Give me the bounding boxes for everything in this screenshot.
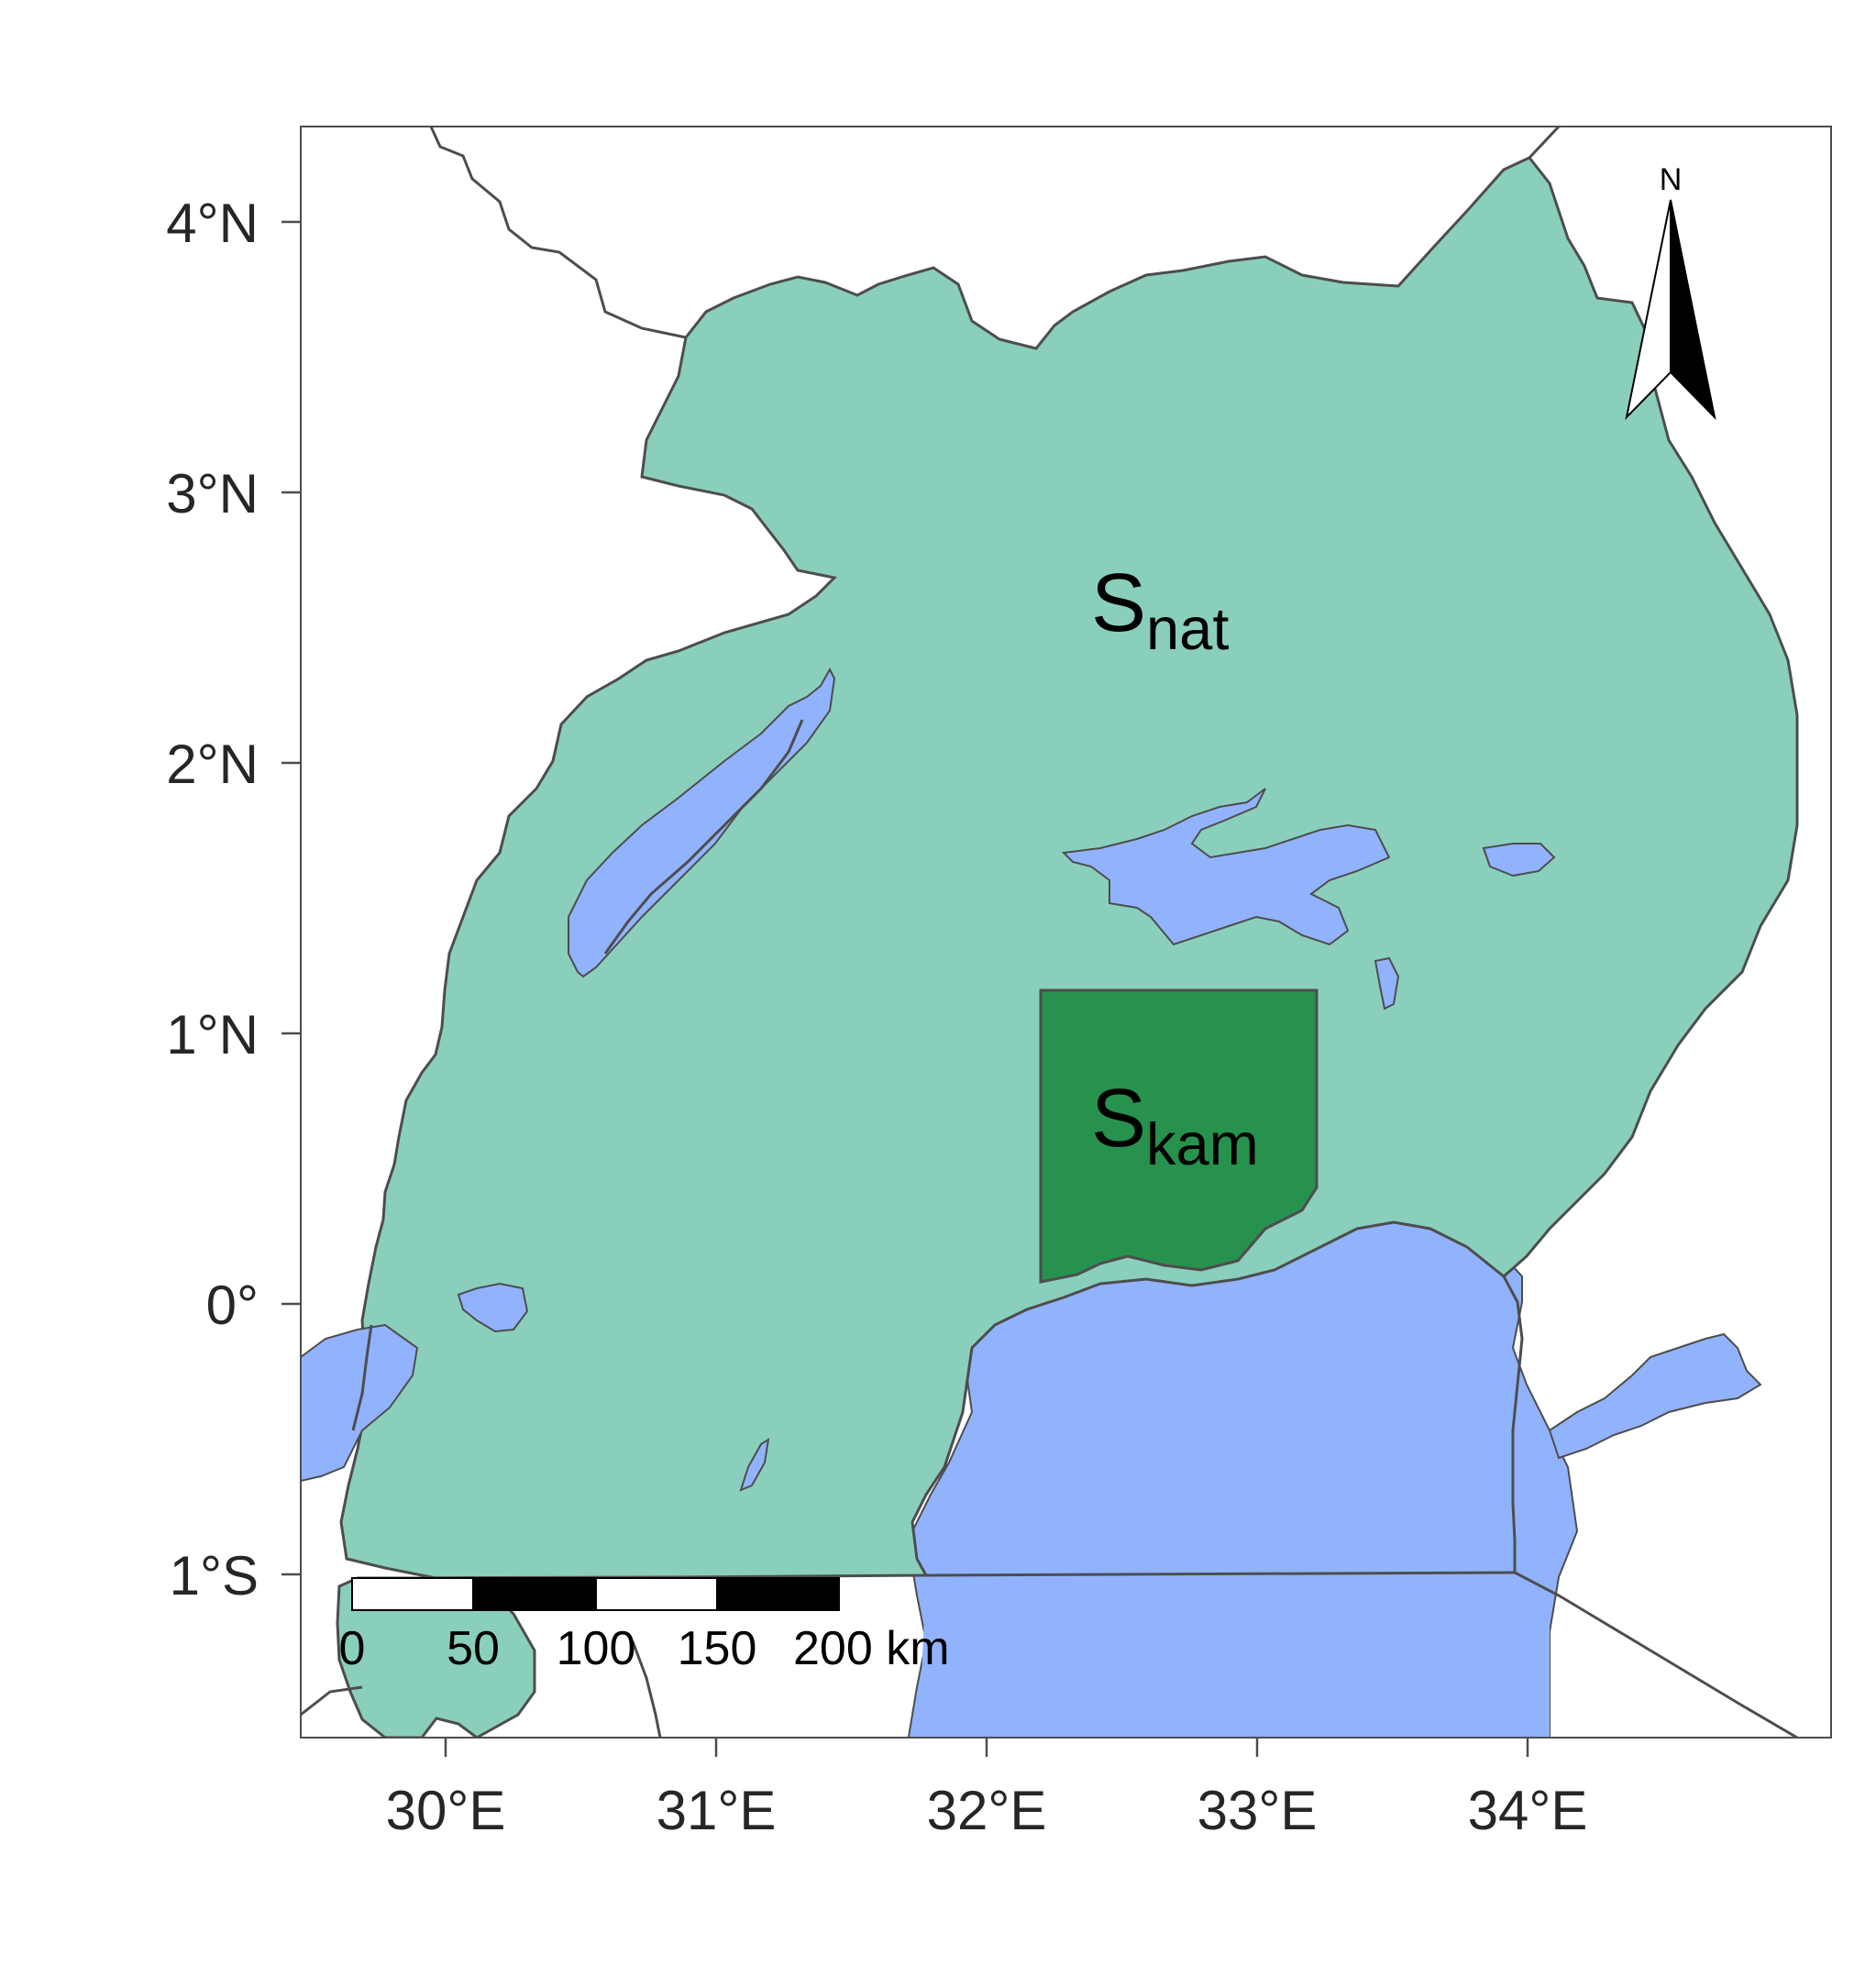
border-tanzania bbox=[925, 1571, 1516, 1577]
lat-label-1n: 1°N bbox=[166, 1004, 259, 1065]
national-label-main: S bbox=[1091, 557, 1146, 649]
longitude-labels: 30°E 31°E 32°E 33°E 34°E bbox=[386, 1780, 1588, 1841]
scale-label-100: 100 bbox=[557, 1622, 636, 1675]
national-region-label: Snat bbox=[1091, 557, 1229, 662]
border-drc-south bbox=[301, 1685, 363, 1717]
north-arrow-right-half bbox=[1670, 199, 1716, 421]
latitude-axis bbox=[281, 220, 301, 1576]
lat-label-4n: 4°N bbox=[166, 193, 259, 254]
scale-label-0: 0 bbox=[339, 1622, 366, 1675]
scale-label-50: 50 bbox=[447, 1622, 500, 1675]
scale-label-200km: 200 km bbox=[793, 1622, 950, 1675]
longitude-axis bbox=[444, 1738, 1529, 1757]
lat-label-2n: 2°N bbox=[166, 734, 259, 795]
border-rwanda bbox=[631, 1640, 662, 1738]
border-kenya-1 bbox=[1502, 1275, 1524, 1573]
lake-george bbox=[457, 1282, 529, 1333]
lat-label-3n: 3°N bbox=[166, 463, 259, 524]
lon-label-30e: 30°E bbox=[386, 1780, 506, 1841]
lake-victoria-south bbox=[917, 1575, 1550, 1738]
lon-label-34e: 34°E bbox=[1468, 1780, 1588, 1841]
border-lake-edward-mid bbox=[351, 1324, 373, 1431]
border-kenya-south bbox=[1514, 1571, 1798, 1738]
map-panel bbox=[301, 127, 1799, 1738]
lat-label-1s: 1°S bbox=[170, 1545, 259, 1606]
scale-seg-4 bbox=[716, 1577, 840, 1611]
scale-seg-2 bbox=[472, 1577, 597, 1611]
lat-label-0: 0° bbox=[206, 1275, 259, 1336]
latitude-labels: 4°N 3°N 2°N 1°N 0° 1°S bbox=[166, 193, 259, 1606]
lon-label-31e: 31°E bbox=[657, 1780, 777, 1841]
lake-west-sliver bbox=[739, 1437, 770, 1492]
kampala-label-main: S bbox=[1091, 1073, 1146, 1165]
north-arrow-label: N bbox=[1660, 162, 1683, 197]
scale-seg-1 bbox=[351, 1577, 474, 1611]
lake-east-extension bbox=[1548, 1332, 1762, 1460]
kampala-region bbox=[1039, 988, 1319, 1284]
lon-label-33e: 33°E bbox=[1197, 1780, 1318, 1841]
lon-label-32e: 32°E bbox=[927, 1780, 1047, 1841]
lake-east-small bbox=[1482, 843, 1556, 878]
lake-albert bbox=[568, 667, 836, 978]
scale-label-150: 150 bbox=[678, 1622, 757, 1675]
north-arrow: N bbox=[1625, 162, 1716, 421]
map-frame bbox=[300, 126, 1832, 1739]
international-borders bbox=[301, 127, 1798, 1738]
kampala-label-sub: kam bbox=[1146, 1110, 1259, 1177]
border-lake-albert-mid bbox=[603, 719, 804, 955]
national-label-sub: nat bbox=[1146, 595, 1229, 662]
border-north-east bbox=[1528, 127, 1561, 160]
lake-kyoga bbox=[1061, 788, 1391, 946]
scale-bar: 0 50 100 150 200 km bbox=[339, 1577, 950, 1675]
kampala-region-label: Skam bbox=[1091, 1073, 1259, 1177]
lake-east-small-2 bbox=[1374, 956, 1400, 1010]
border-sudan bbox=[429, 127, 687, 339]
uganda-land bbox=[336, 156, 1799, 1738]
scale-seg-3 bbox=[595, 1577, 718, 1611]
